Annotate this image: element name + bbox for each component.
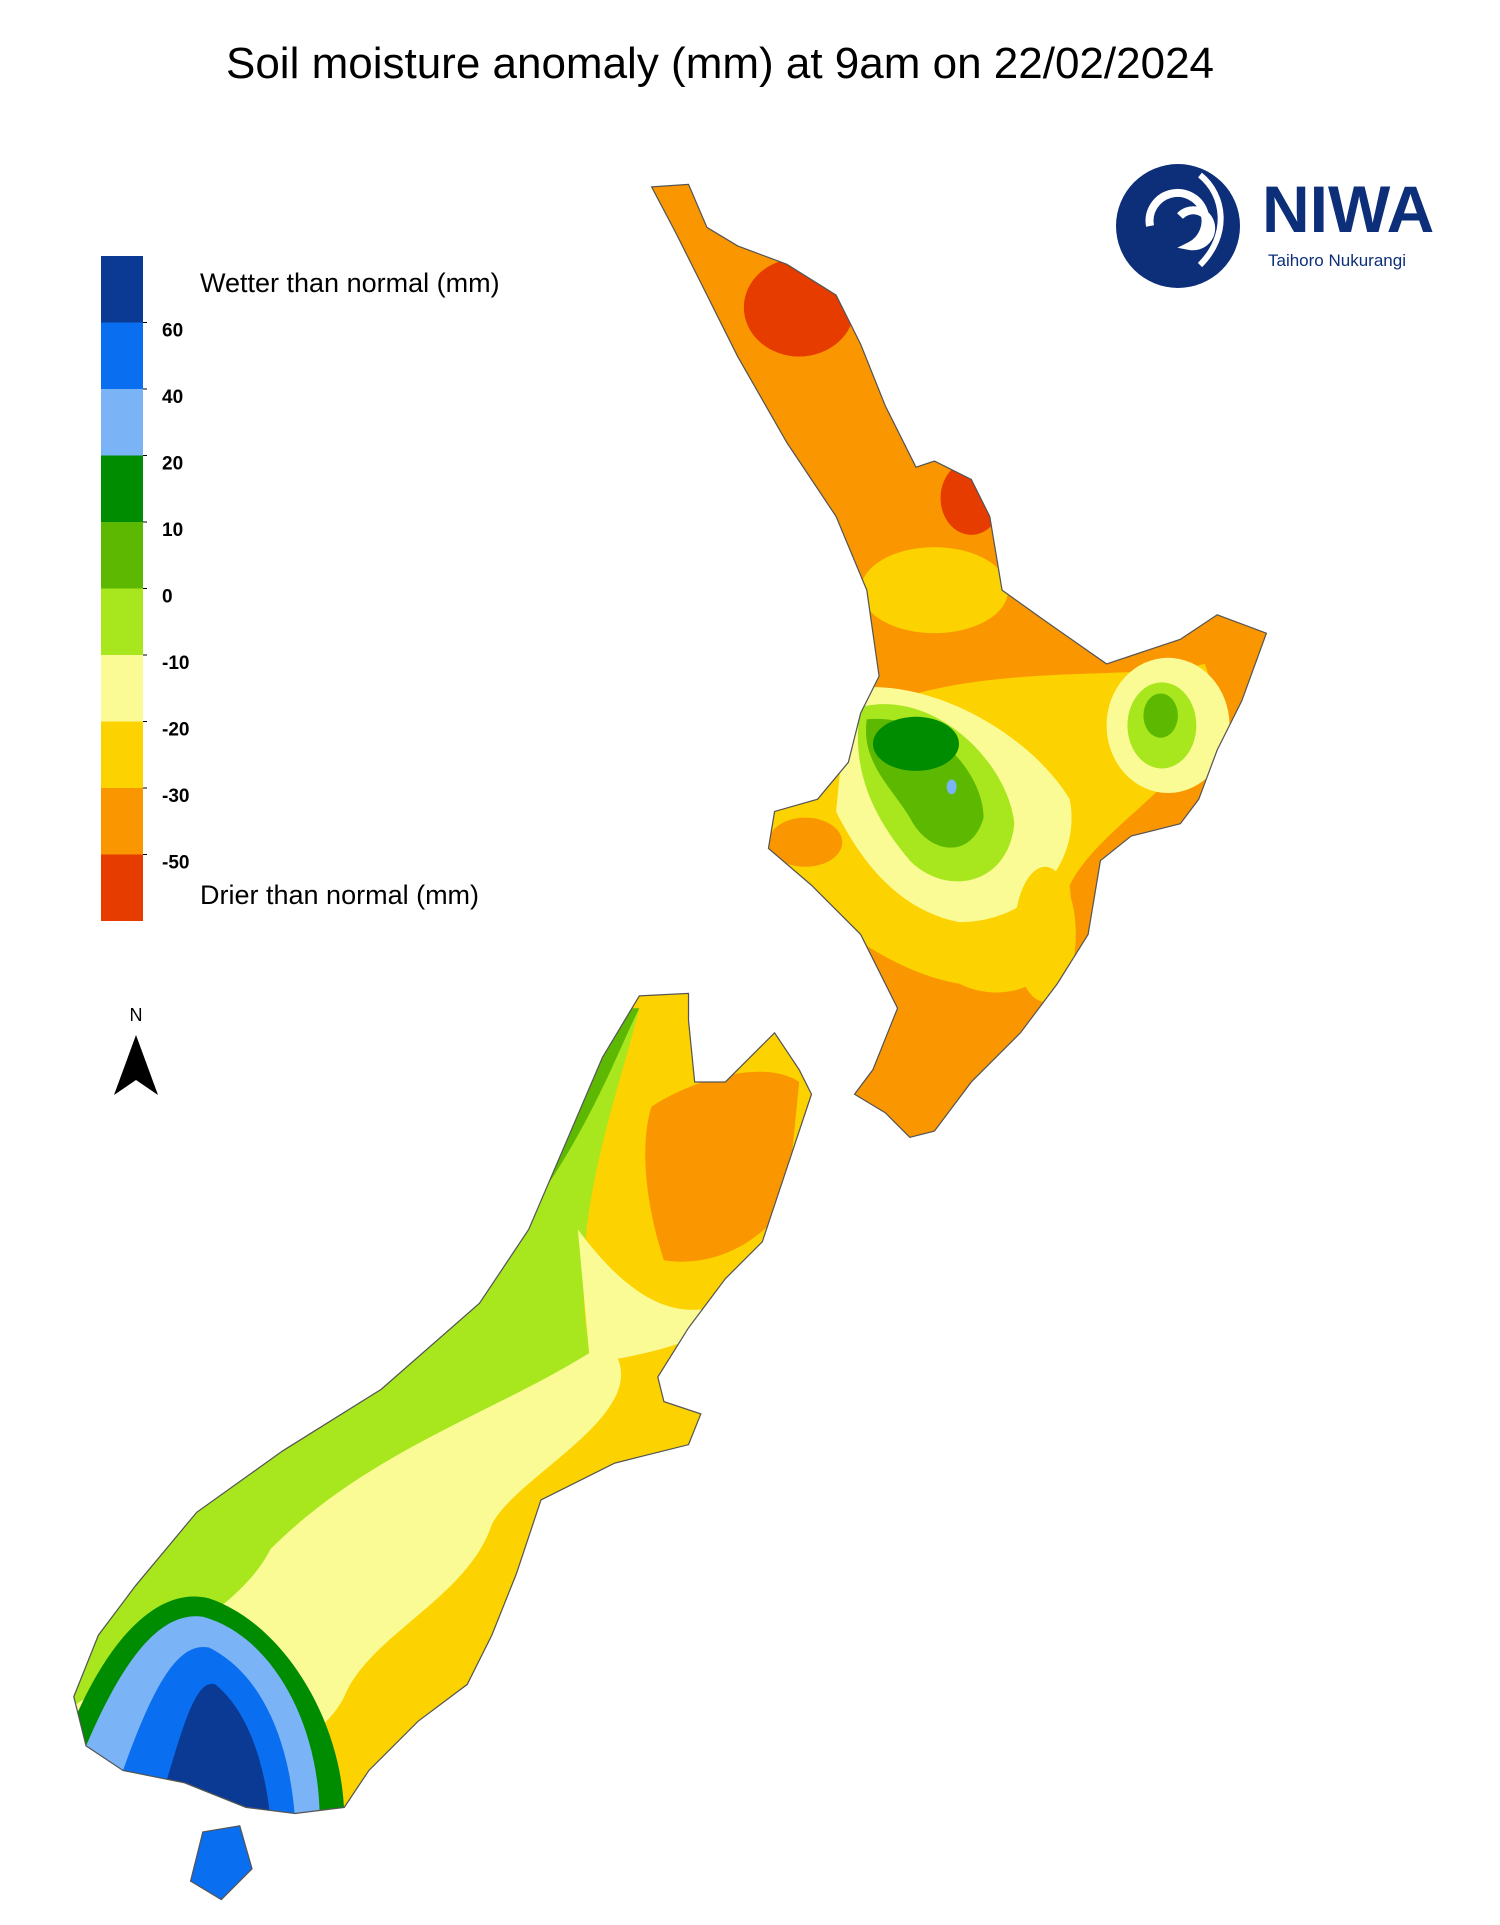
logo: NIWA Taihoro Nukurangi <box>1116 164 1434 288</box>
legend-swatch <box>101 788 143 855</box>
north-island-outline <box>650 183 1268 1138</box>
legend-tick-label: 20 <box>162 454 183 475</box>
legend-swatch <box>101 256 143 323</box>
map <box>73 183 1268 1901</box>
title: Soil moisture anomaly (mm) at 9am on 22/… <box>226 39 1214 88</box>
legend-tick-label: -30 <box>162 786 189 807</box>
legend-tick-label: -50 <box>162 853 189 874</box>
legend-tick-label: -10 <box>162 653 189 674</box>
stewart-island <box>189 1825 253 1901</box>
legend-swatch <box>101 588 143 655</box>
legend-swatch <box>101 721 143 788</box>
legend-swatch <box>101 455 143 522</box>
legend-tick-label: -20 <box>162 720 189 741</box>
north-island <box>651 184 1267 1138</box>
legend-swatch <box>101 655 143 722</box>
north-arrow-icon <box>114 1035 158 1095</box>
legend-tick-label: 10 <box>162 520 183 541</box>
north-label: N <box>130 1005 143 1025</box>
legend-swatch <box>101 322 143 389</box>
south-island <box>73 993 812 1814</box>
legend-swatch <box>101 389 143 456</box>
south-island-outline <box>73 992 813 1815</box>
logo-name: NIWA <box>1262 172 1434 246</box>
north-arrow: N <box>114 1005 158 1095</box>
legend-swatch <box>101 854 143 921</box>
legend-tick-label: 0 <box>162 587 173 608</box>
legend-swatch <box>101 522 143 589</box>
legend-tick-label: 40 <box>162 387 183 408</box>
legend-wetter-label: Wetter than normal (mm) <box>200 268 500 298</box>
legend: Wetter than normal (mm) Drier than norma… <box>101 256 500 921</box>
logo-subtitle: Taihoro Nukurangi <box>1268 251 1406 270</box>
legend-tick-label: 60 <box>162 321 183 342</box>
legend-drier-label: Drier than normal (mm) <box>200 880 479 910</box>
